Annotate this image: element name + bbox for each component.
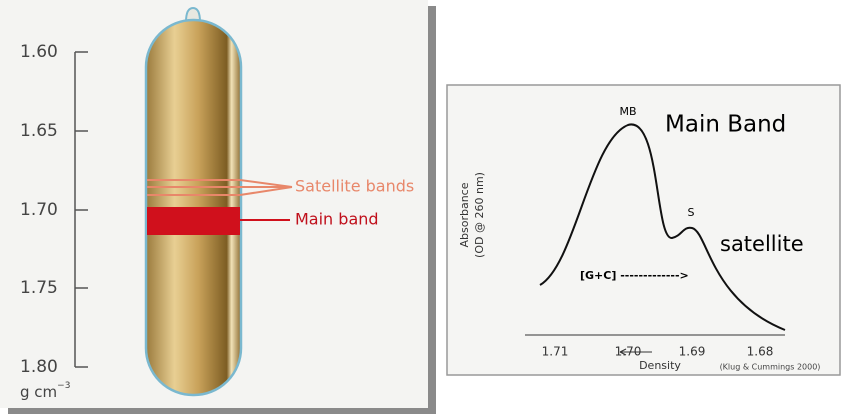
density-tick: 1.75 (20, 278, 58, 298)
y-label: (OD @ 260 nm) (473, 172, 486, 258)
density-tick: 1.70 (20, 200, 58, 220)
main-label: Main band (295, 210, 379, 229)
unit-exponent: −3 (57, 381, 70, 391)
unit-text: g cm (20, 383, 57, 401)
figure: 1.60 1.65 1.70 1.75 1.80 g cm−3 Satellit… (0, 0, 844, 419)
satellite-label: satellite (720, 232, 804, 256)
satellite-label: Satellite bands (295, 177, 414, 196)
peak-label: S (688, 206, 695, 219)
density-tick: 1.80 (20, 357, 58, 377)
main-band-label: Main Band (665, 112, 786, 138)
density-tick: 1.60 (20, 42, 58, 62)
y-label: Absorbance (458, 182, 471, 247)
x-tick: 1.68 (747, 345, 774, 359)
citation: (Klug & Cummings 2000) (720, 363, 821, 372)
gc-label: [G+C] -------------> (580, 269, 689, 282)
x-tick: 1.71 (542, 345, 569, 359)
density-tick: 1.65 (20, 121, 58, 141)
x-label: Density (639, 359, 681, 372)
main-band (147, 207, 240, 235)
peak-label: MB (619, 105, 636, 118)
x-tick: 1.69 (679, 345, 706, 359)
